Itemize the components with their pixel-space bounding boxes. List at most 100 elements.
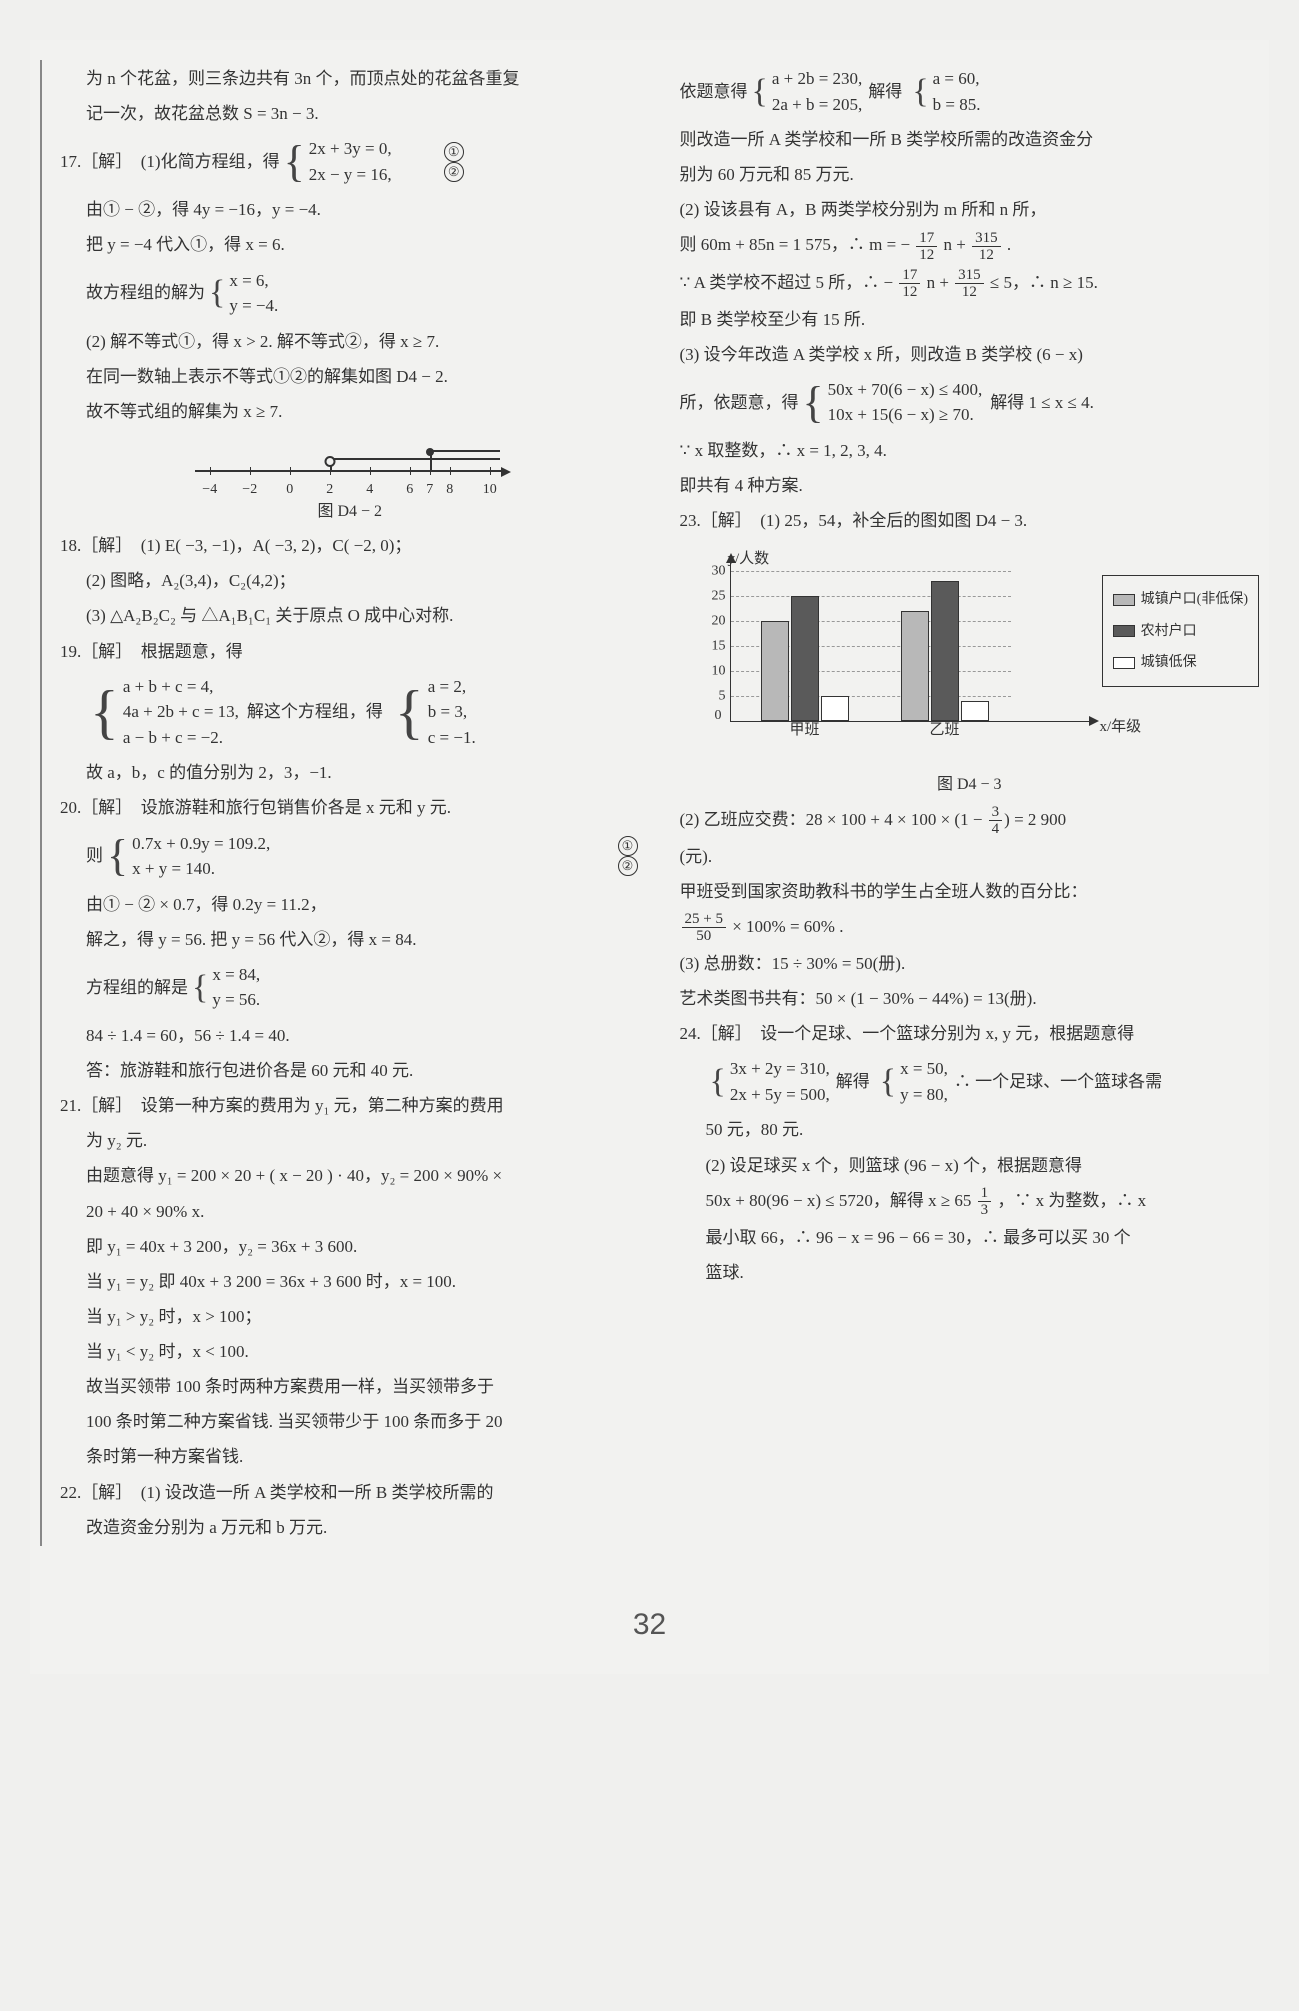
number-line-d4-2: −4−202467810 [195, 448, 505, 488]
text: (2) 图略，A₂(3,4)，C₂(4,2)； [60, 564, 640, 597]
brace: { [880, 1068, 896, 1095]
text: (2) 乙班应交费：28 × 100 + 4 × 100 × (1 − 34) … [680, 803, 1260, 838]
left-column: 为 n 个花盆，则三条边共有 3n 个，而顶点处的花盆各重复 记一次，故花盆总数… [40, 60, 640, 1546]
text: 即 B 类学校至少有 15 所. [680, 303, 1260, 336]
eq: y = −4. [229, 293, 278, 319]
text: 别为 60 万元和 85 万元. [680, 158, 1260, 191]
text: 记一次，故花盆总数 S = 3n − 3. [60, 97, 640, 130]
text: (3) 总册数：15 ÷ 30% = 50(册). [680, 947, 1260, 980]
brace: { [710, 1068, 726, 1095]
text: 50 元，80 元. [680, 1113, 1260, 1146]
eq: 2x − y = 16, [309, 162, 392, 188]
bar-chart-d4-3: y/人数 0 甲班乙班 x/年级 城镇户口(非低保)农村户口城镇低保 51015… [680, 551, 1260, 761]
eq: a + 2b = 230, [772, 66, 862, 92]
brace: { [395, 688, 424, 736]
text: 由① − ② × 0.7，得 0.2y = 11.2， [60, 888, 640, 921]
r1-system: 依题意得 { a + 2b = 230, 2a + b = 205, 解得 { … [680, 66, 1260, 117]
eq: y = 56. [212, 987, 260, 1013]
eq: a = 2, [428, 674, 476, 700]
eq: a − b + c = −2. [123, 725, 239, 751]
text: 条时第一种方案省钱. [60, 1440, 640, 1473]
text: 解得 [868, 75, 902, 108]
text: 24.［解］ 设一个足球、一个篮球分别为 x, y 元，根据题意得 [680, 1017, 1260, 1050]
brace: { [192, 974, 208, 1001]
eq: a = 60, [933, 66, 981, 92]
eq: x = 50, [900, 1056, 948, 1082]
text: 20 + 40 × 90% x. [60, 1195, 640, 1228]
text: (2) 设该县有 A，B 两类学校分别为 m 所和 n 所， [680, 193, 1260, 226]
eq: x = 6, [229, 268, 278, 294]
text: 21.［解］ 设第一种方案的费用为 y₁ 元，第二种方案的费用 [60, 1089, 640, 1122]
text: (2) 设足球买 x 个，则篮球 (96 − x) 个，根据题意得 [680, 1149, 1260, 1182]
text: 为 y₂ 元. [60, 1124, 640, 1157]
text: 由题意得 y₁ = 200 × 20 + ( x − 20 ) · 40，y₂ … [60, 1159, 640, 1192]
text: 甲班受到国家资助教科书的学生占全班人数的百分比： [680, 875, 1260, 908]
text: 在同一数轴上表示不等式①②的解集如图 D4 − 2. [60, 360, 640, 393]
text: 答：旅游鞋和旅行包进价各是 60 元和 40 元. [60, 1054, 640, 1087]
text: 故当买领带 100 条时两种方案费用一样，当买领带多于 [60, 1370, 640, 1403]
text: ∵ x 取整数，∴ x = 1, 2, 3, 4. [680, 434, 1260, 467]
text: 解这个方程组，得 [247, 695, 383, 728]
page-number: 32 [40, 1596, 1259, 1655]
text: 故不等式组的解集为 x ≥ 7. [60, 395, 640, 428]
text: (3) 设今年改造 A 类学校 x 所，则改造 B 类学校 (6 − x) [680, 338, 1260, 371]
eq: b = 85. [933, 92, 981, 118]
mark-2: ② [444, 162, 464, 182]
mark-2: ② [618, 856, 638, 876]
brace: { [803, 385, 824, 420]
text: 当 y₁ < y₂ 时，x < 100. [60, 1335, 640, 1368]
text: (3) △A₂B₂C₂ 与 △A₁B₁C₁ 关于原点 O 成中心对称. [60, 599, 640, 632]
eq: 50x + 70(6 − x) ≤ 400, [828, 377, 983, 403]
text: 则改造一所 A 类学校和一所 B 类学校所需的改造资金分 [680, 123, 1260, 156]
eq: 0.7x + 0.9y = 109.2, [132, 831, 270, 857]
text: 即 y₁ = 40x + 3 200，y₂ = 36x + 3 600. [60, 1230, 640, 1263]
right-column: 依题意得 { a + 2b = 230, 2a + b = 205, 解得 { … [680, 60, 1260, 1546]
eq: c = −1. [428, 725, 476, 751]
eq: 2x + 3y = 0, [309, 136, 392, 162]
text: 所，依题意，得 [680, 386, 799, 419]
brace: { [912, 78, 928, 105]
q24-system: { 3x + 2y = 310, 2x + 5y = 500, 解得 { x =… [680, 1056, 1260, 1107]
q19-system: { a + b + c = 4, 4a + 2b + c = 13, a − b… [60, 674, 640, 751]
mark-1: ① [618, 836, 638, 856]
text: 则 [86, 839, 103, 872]
text: 25 + 550 × 100% = 60% . [680, 910, 1260, 945]
text: ∴ 一个足球、一个篮球各需 [954, 1065, 1162, 1098]
q17-solution: 故方程组的解为 { x = 6, y = −4. [60, 268, 640, 319]
mark-1: ① [444, 142, 464, 162]
text: 为 n 个花盆，则三条边共有 3n 个，而顶点处的花盆各重复 [60, 62, 640, 95]
text: 19.［解］ 根据题意，得 [60, 635, 640, 668]
text: 当 y₁ > y₂ 时，x > 100； [60, 1300, 640, 1333]
brace: { [107, 838, 128, 873]
text: 把 y = −4 代入①，得 x = 6. [60, 228, 640, 261]
text: 改造资金分别为 a 万元和 b 万元. [60, 1511, 640, 1544]
text: (元). [680, 840, 1260, 873]
brace: { [90, 688, 119, 736]
figure-caption: 图 D4 − 2 [60, 496, 640, 527]
eq: 2x + 5y = 500, [730, 1082, 830, 1108]
q20-system: 则 { 0.7x + 0.9y = 109.2, x + y = 140. ① … [60, 831, 640, 882]
eq: 2a + b = 205, [772, 92, 862, 118]
text: 方程组的解是 [86, 971, 188, 1004]
text: 50x + 80(96 − x) ≤ 5720，解得 x ≥ 65 13 ，∵ … [680, 1184, 1260, 1219]
figure-caption: 图 D4 − 3 [680, 769, 1260, 800]
text: 20.［解］ 设旅游鞋和旅行包销售价各是 x 元和 y 元. [60, 791, 640, 824]
text: 依题意得 [680, 75, 748, 108]
text: 即共有 4 种方案. [680, 469, 1260, 502]
eq: x + y = 140. [132, 856, 270, 882]
text: 篮球. [680, 1256, 1260, 1289]
eq: a + b + c = 4, [123, 674, 239, 700]
text: 由① − ②，得 4y = −16，y = −4. [60, 193, 640, 226]
text: 22.［解］ (1) 设改造一所 A 类学校和一所 B 类学校所需的 [60, 1476, 640, 1509]
text: 18.［解］ (1) E( −3, −1)，A( −3, 2)，C( −2, 0… [60, 529, 640, 562]
brace: { [284, 144, 305, 179]
q17-label: 17.［解］ (1)化简方程组，得 [60, 145, 280, 178]
text: 解得 1 ≤ x ≤ 4. [990, 386, 1094, 419]
eq: y = 80, [900, 1082, 948, 1108]
chart-legend: 城镇户口(非低保)农村户口城镇低保 [1102, 575, 1259, 687]
text: 故方程组的解为 [86, 276, 205, 309]
text: 解得 [836, 1065, 870, 1098]
text: 故 a，b，c 的值分别为 2，3，−1. [60, 756, 640, 789]
brace: { [209, 279, 225, 306]
eq: 3x + 2y = 310, [730, 1056, 830, 1082]
